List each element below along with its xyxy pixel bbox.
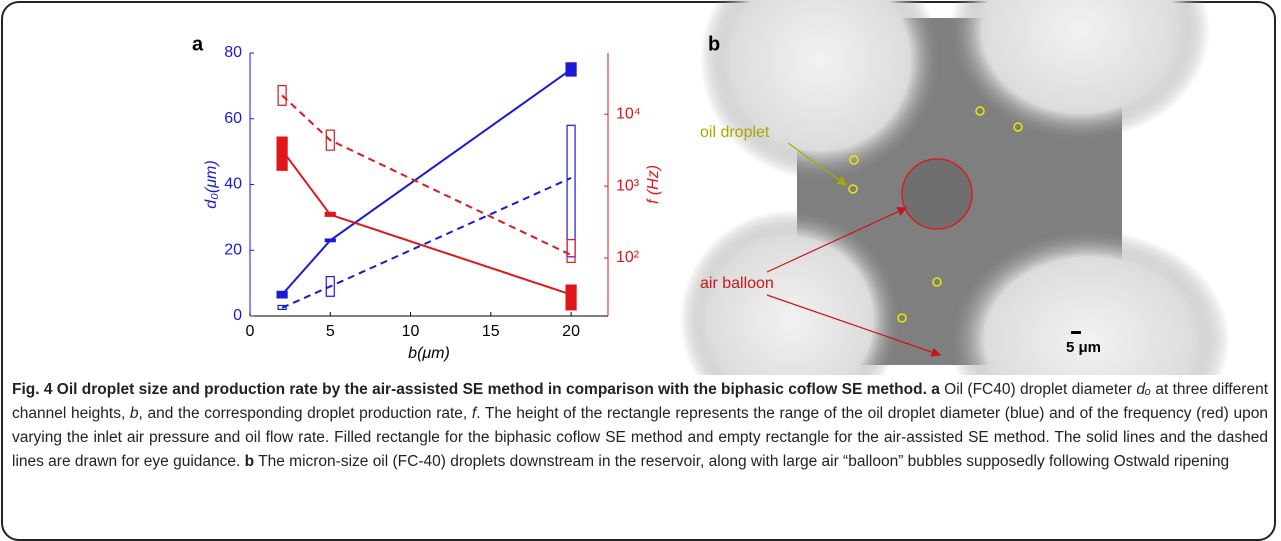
range-rect bbox=[566, 239, 576, 263]
caption-text: dₒ bbox=[1136, 381, 1152, 398]
droplet-circles bbox=[848, 106, 1023, 323]
y2-tick-label: 10³ bbox=[616, 177, 640, 194]
range-rect bbox=[565, 62, 577, 77]
y2-tick-label: 10⁴ bbox=[616, 105, 641, 122]
scale-label: 5 μm bbox=[1066, 339, 1101, 356]
range-rect bbox=[325, 275, 335, 297]
scale-bar bbox=[1071, 331, 1081, 334]
x-tick-label: 20 bbox=[562, 323, 580, 340]
series-line bbox=[281, 177, 572, 309]
image-region bbox=[680, 210, 900, 375]
y-axis-label: d₀(μm) bbox=[203, 160, 220, 208]
caption-text: b bbox=[244, 453, 255, 470]
caption-text: . The height of the rectangle represents… bbox=[12, 405, 1268, 470]
caption-text: a bbox=[926, 381, 940, 398]
image-region bbox=[950, 230, 1230, 375]
arrow bbox=[766, 294, 942, 357]
x-tick-label: 5 bbox=[326, 323, 335, 340]
range-rect bbox=[324, 238, 336, 243]
y-tick-label: 40 bbox=[224, 176, 242, 193]
caption: Fig. 4 Oil droplet size and production r… bbox=[12, 378, 1268, 474]
range-rect bbox=[566, 124, 576, 258]
range-rect bbox=[324, 211, 336, 217]
y-tick-label: 80 bbox=[224, 44, 242, 61]
panel-label: a bbox=[192, 33, 204, 55]
caption-text: Oil (FC40) droplet diameter bbox=[939, 381, 1137, 398]
image-region bbox=[950, 0, 1210, 140]
caption-text: at three different channel heights, bbox=[12, 381, 1269, 422]
range-rect bbox=[276, 290, 288, 299]
oil-label: oil droplet bbox=[700, 124, 770, 141]
panel-label: b bbox=[708, 33, 720, 55]
y-tick-label: 20 bbox=[224, 241, 242, 258]
y-tick-label: 60 bbox=[224, 110, 242, 127]
x-tick-label: 10 bbox=[402, 323, 420, 340]
x-tick-label: 15 bbox=[482, 323, 500, 340]
caption-text: , and the corresponding droplet producti… bbox=[138, 405, 472, 422]
arrow bbox=[766, 207, 908, 273]
arrow bbox=[787, 142, 847, 186]
y-tick-label: 0 bbox=[233, 307, 242, 324]
air-label: air balloon bbox=[700, 275, 774, 292]
caption-text: f bbox=[471, 405, 477, 422]
micrograph bbox=[680, 0, 1230, 375]
range-rect bbox=[277, 84, 287, 106]
figure: a b oil droplet air balloon 5 μm 0 5 10 15 2… bbox=[192, 0, 1230, 375]
x-axis-label: b(μm) bbox=[408, 345, 450, 362]
caption-text: b bbox=[129, 405, 139, 422]
caption-text: The micron-size oil (FC-40) droplets dow… bbox=[254, 453, 1230, 470]
range-rect bbox=[277, 304, 287, 311]
range-rect bbox=[565, 284, 577, 311]
series-line bbox=[281, 68, 572, 296]
x-tick-label: 0 bbox=[246, 323, 255, 340]
y2-axis-label: f (Hz) bbox=[645, 165, 662, 204]
y2-tick-label: 10² bbox=[616, 249, 640, 266]
range-rect bbox=[276, 136, 288, 171]
caption-text: Fig. 4 Oil droplet size and production r… bbox=[12, 381, 927, 398]
air-balloon-circle bbox=[901, 158, 973, 230]
image-region bbox=[700, 0, 940, 180]
series-line bbox=[281, 94, 572, 256]
range-rect bbox=[325, 129, 335, 151]
